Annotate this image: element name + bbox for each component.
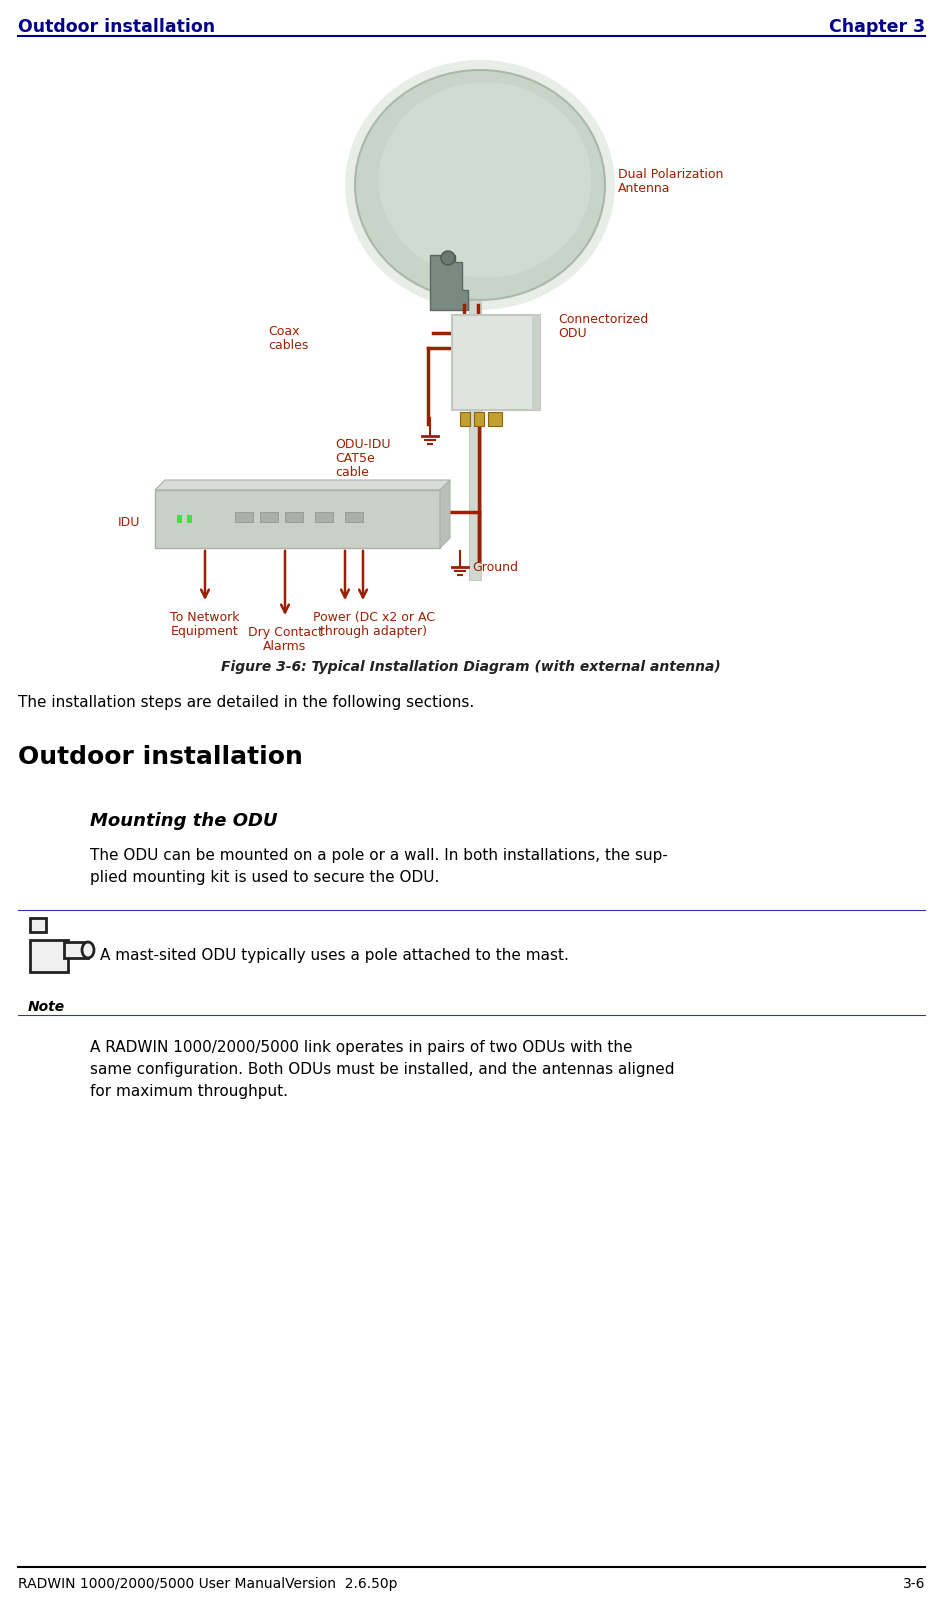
Text: Power (DC x2 or AC: Power (DC x2 or AC	[313, 611, 435, 624]
Text: cables: cables	[268, 338, 308, 351]
Bar	[30, 917, 46, 932]
Bar	[64, 942, 88, 958]
Text: ODU: ODU	[558, 327, 587, 340]
Text: Alarms: Alarms	[263, 640, 306, 653]
Text: Coax: Coax	[268, 326, 300, 338]
Ellipse shape	[82, 942, 94, 958]
Text: IDU: IDU	[118, 516, 141, 529]
Text: plied mounting kit is used to secure the ODU.: plied mounting kit is used to secure the…	[90, 869, 439, 885]
Bar	[469, 300, 481, 581]
Text: for maximum throughput.: for maximum throughput.	[90, 1084, 288, 1099]
Text: cable: cable	[335, 467, 369, 480]
Bar	[30, 940, 68, 972]
Text: ODU-IDU: ODU-IDU	[335, 438, 390, 451]
Text: Dry Contact: Dry Contact	[248, 626, 323, 638]
Text: Outdoor installation: Outdoor installation	[18, 744, 303, 768]
Ellipse shape	[441, 250, 455, 265]
Bar	[315, 512, 333, 521]
Bar	[285, 512, 303, 521]
Bar	[260, 512, 278, 521]
Text: The installation steps are detailed in the following sections.: The installation steps are detailed in t…	[18, 695, 474, 711]
Text: RADWIN 1000/2000/5000 User ManualVersion  2.6.50p: RADWIN 1000/2000/5000 User ManualVersion…	[18, 1577, 398, 1591]
Bar	[235, 512, 253, 521]
Text: Equipment: Equipment	[171, 626, 239, 638]
Polygon shape	[430, 255, 468, 310]
Text: To Network: To Network	[171, 611, 240, 624]
Text: Figure 3-6: Typical Installation Diagram (with external antenna): Figure 3-6: Typical Installation Diagram…	[221, 659, 720, 674]
Polygon shape	[440, 480, 450, 549]
Bar	[532, 314, 540, 411]
Text: CAT5e: CAT5e	[335, 452, 374, 465]
Text: A RADWIN 1000/2000/5000 link operates in pairs of two ODUs with the: A RADWIN 1000/2000/5000 link operates in…	[90, 1039, 633, 1055]
Bar	[474, 412, 484, 427]
Bar	[452, 314, 540, 411]
Text: Antenna: Antenna	[618, 181, 670, 196]
Text: Note: Note	[27, 999, 64, 1014]
Bar	[460, 412, 470, 427]
Bar	[345, 512, 363, 521]
Text: A mast-sited ODU typically uses a pole attached to the mast.: A mast-sited ODU typically uses a pole a…	[100, 948, 569, 962]
Text: same configuration. Both ODUs must be installed, and the antennas aligned: same configuration. Both ODUs must be in…	[90, 1062, 674, 1076]
Bar	[488, 412, 502, 427]
Ellipse shape	[355, 71, 605, 300]
Bar	[155, 489, 440, 549]
Text: Chapter 3: Chapter 3	[829, 18, 925, 35]
Text: Outdoor installation: Outdoor installation	[18, 18, 215, 35]
Text: through adapter): through adapter)	[321, 626, 427, 638]
Text: Mounting the ODU: Mounting the ODU	[90, 812, 277, 829]
Text: Connectorized: Connectorized	[558, 313, 648, 326]
Text: Ground: Ground	[472, 561, 518, 574]
Ellipse shape	[379, 82, 591, 277]
Polygon shape	[155, 480, 450, 489]
Text: Dual Polarization: Dual Polarization	[618, 168, 723, 181]
Text: The ODU can be mounted on a pole or a wall. In both installations, the sup-: The ODU can be mounted on a pole or a wa…	[90, 849, 668, 863]
Bar	[177, 515, 182, 523]
Bar	[187, 515, 192, 523]
Text: 3-6: 3-6	[902, 1577, 925, 1591]
Ellipse shape	[345, 59, 615, 310]
